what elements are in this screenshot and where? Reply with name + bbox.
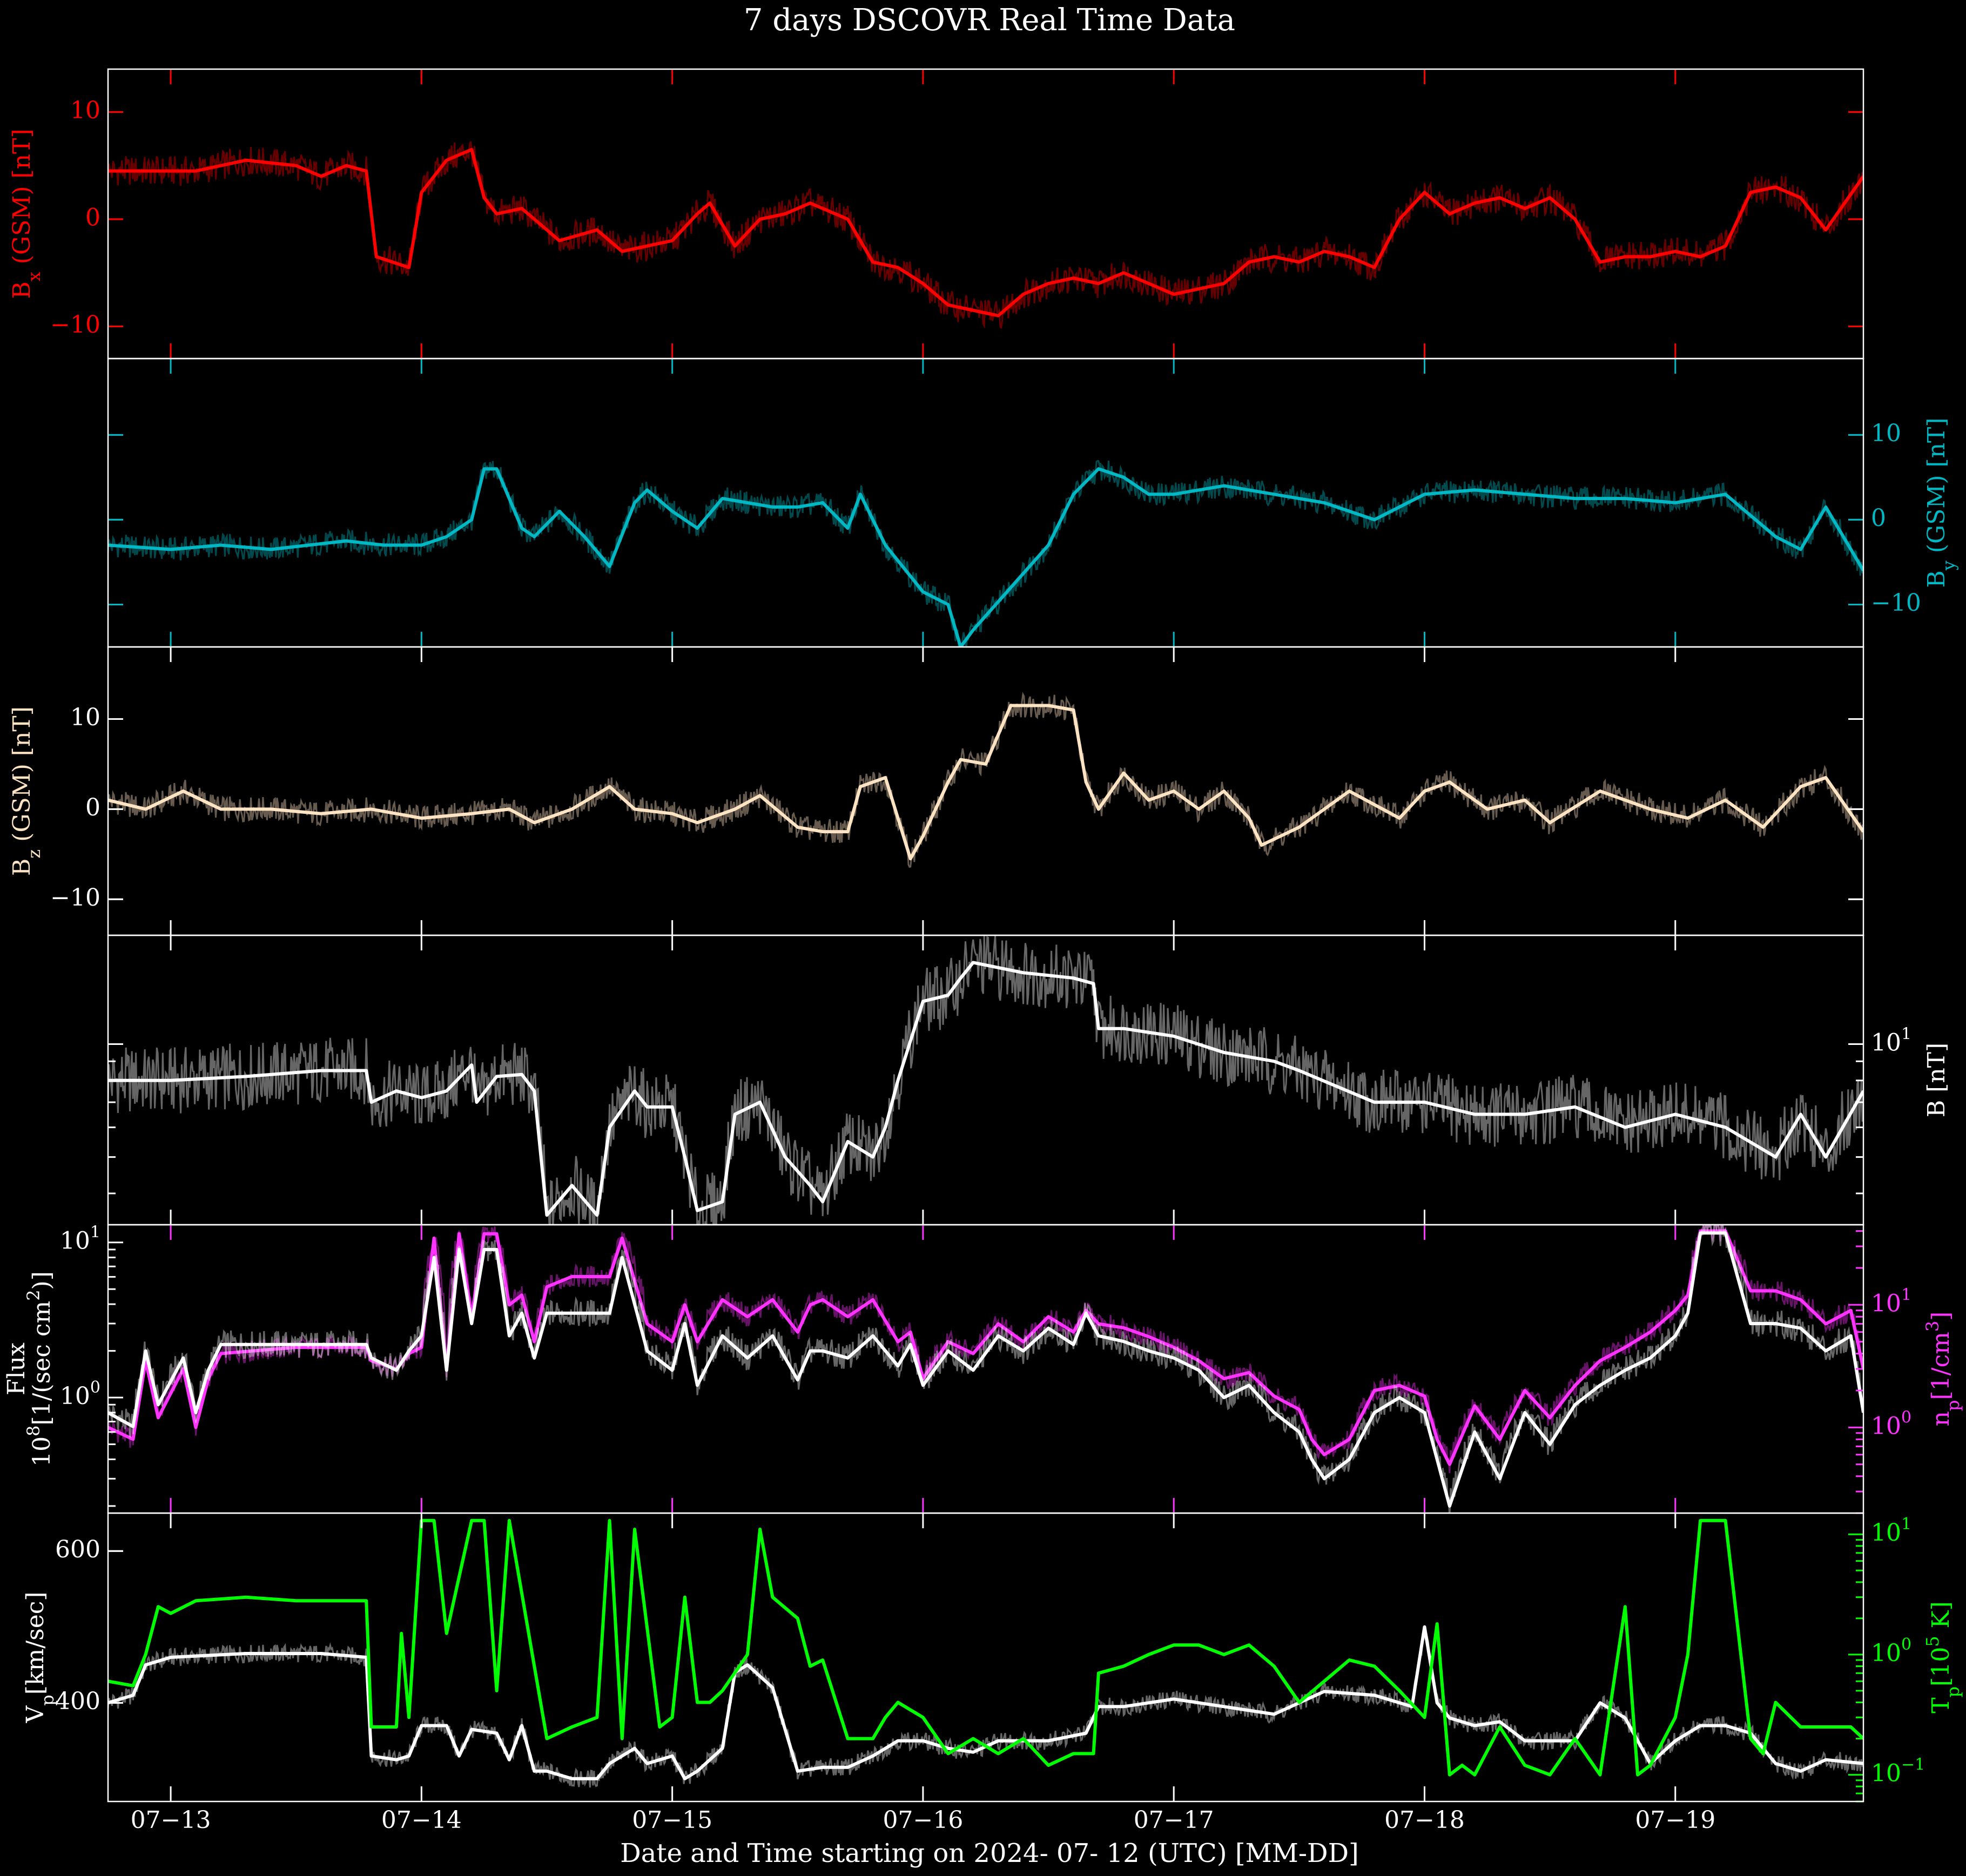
x-axis-label: Date and Time starting on 2024- 07- 12 (…	[620, 1838, 1359, 1868]
np-line	[108, 1229, 1863, 1466]
x-tick-label: 07−18	[1384, 1806, 1465, 1834]
bz-axis-tick-label: 10	[70, 704, 100, 731]
x-tick-label: 07−15	[632, 1806, 712, 1834]
panel-by: −10 0 10 By (GSM) [nT]	[107, 357, 1959, 648]
vp_tp-right-axis-tick-label: 10−1	[1871, 1755, 1925, 1787]
flux_np-right-axis-tick-label: 101	[1871, 1285, 1911, 1317]
x-tick-label: 07−19	[1635, 1806, 1715, 1834]
by-raw-line	[108, 460, 1863, 647]
bx-axis-tick-label: 10	[70, 97, 100, 124]
by-axis-tick-label: 10	[1871, 420, 1901, 447]
by-axis-tick-label: −10	[1871, 589, 1921, 617]
panel-bx: −10 0 10 Bx (GSM) [nT]	[8, 68, 1864, 360]
bz-line	[108, 704, 1863, 861]
panel-frame	[107, 934, 1864, 1226]
panel-bt: 101 B [nT]	[107, 934, 1950, 1226]
bt-raw-line	[108, 935, 1863, 1225]
bx-axis-tick-label: 0	[85, 204, 100, 231]
x-tick-label: 07−17	[1134, 1806, 1214, 1834]
panel-vp_tp: 400 600 10−1 100 101 Vp[km/sec] Tp[105 K]	[22, 1512, 1963, 1803]
bx-line	[108, 147, 1863, 318]
panel-bz: −10 0 10 Bz (GSM) [nT]	[8, 646, 1864, 936]
bz-axis-label: Bz (GSM) [nT]	[8, 706, 44, 876]
bt-axis-label: B [nT]	[1923, 1043, 1950, 1117]
tp-axis-label: Tp[105 K]	[1922, 1601, 1963, 1713]
bz-raw-line	[108, 692, 1863, 868]
by-axis-tick-label: 0	[1871, 504, 1886, 532]
x-tick-label: 07−13	[131, 1806, 211, 1834]
vp-axis-label: Vp[km/sec]	[22, 1591, 58, 1723]
bx-raw-line	[108, 141, 1863, 329]
np-axis-label: np[1/cm3]	[1922, 1312, 1963, 1427]
panel-frame	[107, 1224, 1864, 1514]
x-axis: 07−13 07−14 07−15 07−16 07−17 07−18 07−19	[131, 1806, 1716, 1834]
chart-title: 7 days DSCOVR Real Time Data	[744, 3, 1235, 38]
bt-axis-tick-label: 101	[1871, 1024, 1911, 1056]
bt-line	[108, 961, 1863, 1217]
flux_np-left-axis-tick-label: 101	[60, 1223, 100, 1254]
flux-axis-label: Flux	[3, 1342, 30, 1395]
flux-line	[108, 1231, 1863, 1508]
bx-axis-label: Bx (GSM) [nT]	[8, 129, 44, 299]
bz-axis-tick-label: 0	[85, 794, 100, 821]
vp_tp-right-axis-tick-label: 101	[1871, 1515, 1911, 1547]
by-line	[108, 467, 1863, 647]
tp-line	[108, 1519, 1863, 1777]
flux_np-right-axis-tick-label: 100	[1871, 1408, 1911, 1440]
by-axis-label: By (GSM) [nT]	[1923, 417, 1959, 588]
vp_tp-left-axis-tick-label: 600	[55, 1536, 100, 1563]
vp-line	[108, 1625, 1863, 1780]
panel-frame	[107, 1512, 1864, 1803]
vp_tp-right-axis-tick-label: 100	[1871, 1635, 1911, 1666]
flux-units-label: 108[1/(sec cm2)]	[23, 1271, 56, 1467]
vp_tp-left-axis-tick-label: 400	[55, 1688, 100, 1715]
bx-axis-tick-label: −10	[50, 311, 100, 339]
x-tick-label: 07−14	[381, 1806, 462, 1834]
flux_np-left-axis-tick-label: 100	[60, 1378, 100, 1410]
flux-raw-line	[108, 1225, 1863, 1513]
x-tick-label: 07−16	[883, 1806, 964, 1834]
bz-axis-tick-label: −10	[50, 884, 100, 912]
